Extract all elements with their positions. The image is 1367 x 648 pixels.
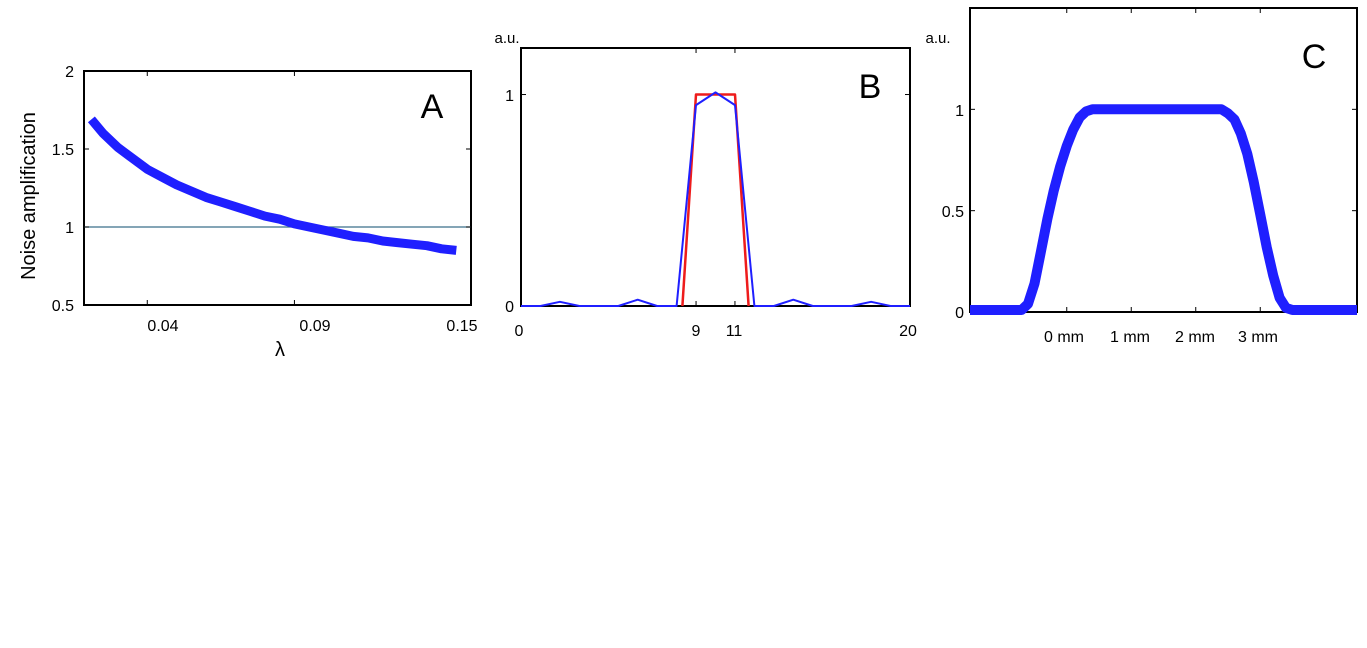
panel-a-x-tick-label: 0.09 (299, 318, 330, 335)
panel-c-x-tick-label: 1 mm (1110, 329, 1150, 346)
panel-c-letter: C (1302, 38, 1327, 76)
panel-a-letter: A (421, 88, 444, 126)
panel-a-x-tick-label: 0.04 (147, 318, 178, 335)
panel-a-frame (83, 70, 472, 306)
panel-b: a.u. 0 9 11 20 0 1 B (494, 30, 917, 340)
panel-b-series (521, 91, 910, 307)
panel-b-series-line (681, 93, 750, 307)
panel-c-unit-label: a.u. (925, 30, 950, 47)
panel-b-y-tick-label: 0 (505, 299, 514, 316)
panel-a: 0.04 0.09 0.15 0.5 1 1.5 2 λ Noise ampli… (18, 64, 478, 361)
panel-b-y-tick-label: 1 (505, 88, 514, 105)
panel-c-series (970, 104, 1357, 315)
panel-a-y-tick-label: 2 (65, 64, 74, 81)
panel-a-series-line (87, 116, 457, 255)
panel-a-ticks (84, 70, 472, 306)
panel-c-y-tick-label: 0 (955, 305, 964, 322)
panel-a-x-tick-label: 0.15 (446, 318, 477, 335)
panel-a-y-tick-label: 0.5 (52, 298, 74, 315)
panel-c: a.u. 0 mm 1 mm 2 mm 3 mm 0 0.5 1 C (925, 7, 1358, 346)
panel-a-series (87, 116, 457, 255)
panel-b-x-tick-label: 11 (726, 323, 743, 340)
panel-a-y-tick-label: 1.5 (52, 142, 74, 159)
panel-c-x-tick-label: 3 mm (1238, 329, 1278, 346)
panel-b-ticks (520, 48, 911, 307)
panel-c-series-line (970, 104, 1357, 315)
panel-c-x-tick-label: 2 mm (1175, 329, 1215, 346)
panel-b-x-tick-label: 0 (515, 323, 524, 340)
panel-c-frame (969, 7, 1358, 313)
panel-b-x-tick-label: 20 (899, 323, 917, 340)
panel-a-x-axis-label: λ (275, 339, 285, 361)
panel-b-letter: B (859, 68, 882, 106)
panel-b-frame (520, 47, 911, 307)
panel-b-unit-label: a.u. (494, 30, 519, 47)
panel-c-y-tick-label: 1 (955, 103, 964, 120)
panel-c-y-tick-label: 0.5 (942, 204, 964, 221)
panel-c-ticks (970, 8, 1357, 313)
panel-c-x-tick-label: 0 mm (1044, 329, 1084, 346)
panel-b-x-tick-label: 9 (692, 323, 701, 340)
panel-a-y-tick-label: 1 (65, 220, 74, 237)
panel-a-y-axis-label: Noise amplification (18, 112, 40, 280)
panel-b-series-line (521, 91, 910, 307)
